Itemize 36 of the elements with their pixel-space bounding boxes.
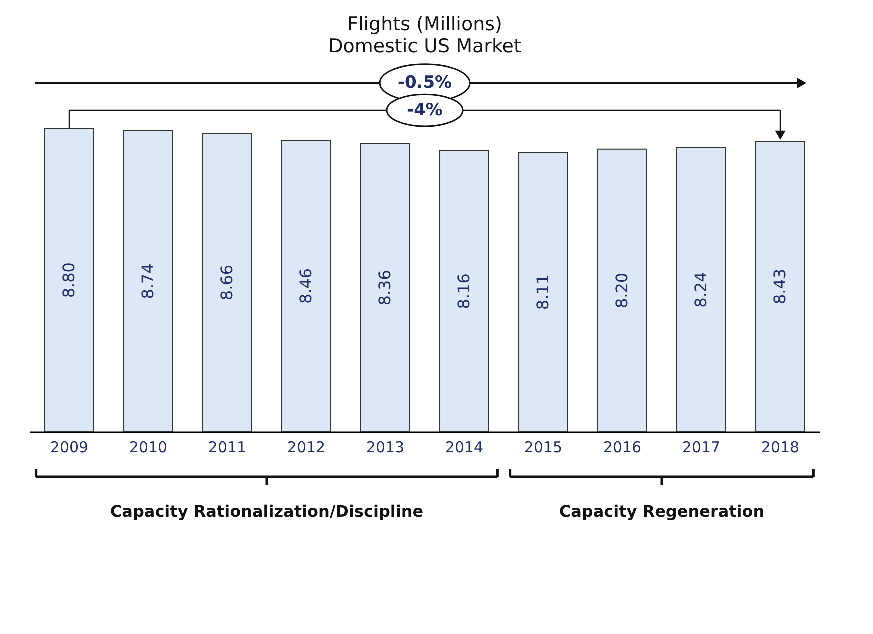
bar bbox=[44, 128, 94, 432]
bar bbox=[598, 148, 648, 432]
x-tick-label: 2012 bbox=[287, 438, 326, 456]
data-label: 8.80 bbox=[60, 262, 78, 298]
text: -4% bbox=[407, 100, 443, 121]
x-tick-label: 2010 bbox=[129, 438, 168, 456]
data-label: 8.11 bbox=[534, 274, 552, 310]
bar bbox=[756, 140, 806, 432]
data-label: 8.46 bbox=[296, 268, 316, 304]
data-label: 8.43 bbox=[770, 268, 790, 305]
bar bbox=[676, 148, 726, 432]
x-tick-label: 2016 bbox=[603, 438, 642, 456]
text: -0.5% bbox=[398, 73, 452, 94]
x-tick-label: 2014 bbox=[445, 438, 484, 456]
x-tick-label: 2018 bbox=[761, 438, 800, 456]
data-label: 8.24 bbox=[692, 272, 710, 308]
bar bbox=[440, 150, 490, 432]
x-tick-label: 2013 bbox=[366, 438, 405, 456]
text: Capacity Regeneration bbox=[559, 502, 765, 521]
x-tick-label: 2017 bbox=[682, 438, 721, 456]
data-label: 8.66 bbox=[218, 264, 236, 301]
data-label: 8.20 bbox=[612, 272, 632, 309]
data-label: 8.74 bbox=[138, 264, 158, 300]
bar bbox=[282, 140, 332, 432]
bar bbox=[518, 152, 568, 432]
x-tick-label: 2015 bbox=[524, 438, 563, 456]
data-label: 8.36 bbox=[376, 270, 394, 306]
bar bbox=[202, 133, 252, 432]
bar bbox=[360, 143, 410, 432]
chart-title: Flights (Millions) bbox=[348, 13, 502, 36]
bar bbox=[124, 130, 174, 432]
x-tick-label: 2011 bbox=[208, 438, 247, 456]
chart-subtitle: Domestic US Market bbox=[328, 35, 522, 58]
x-tick-label: 2009 bbox=[50, 438, 89, 456]
data-label: 8.16 bbox=[454, 274, 474, 310]
text: Capacity Rationalization/Discipline bbox=[110, 502, 424, 521]
